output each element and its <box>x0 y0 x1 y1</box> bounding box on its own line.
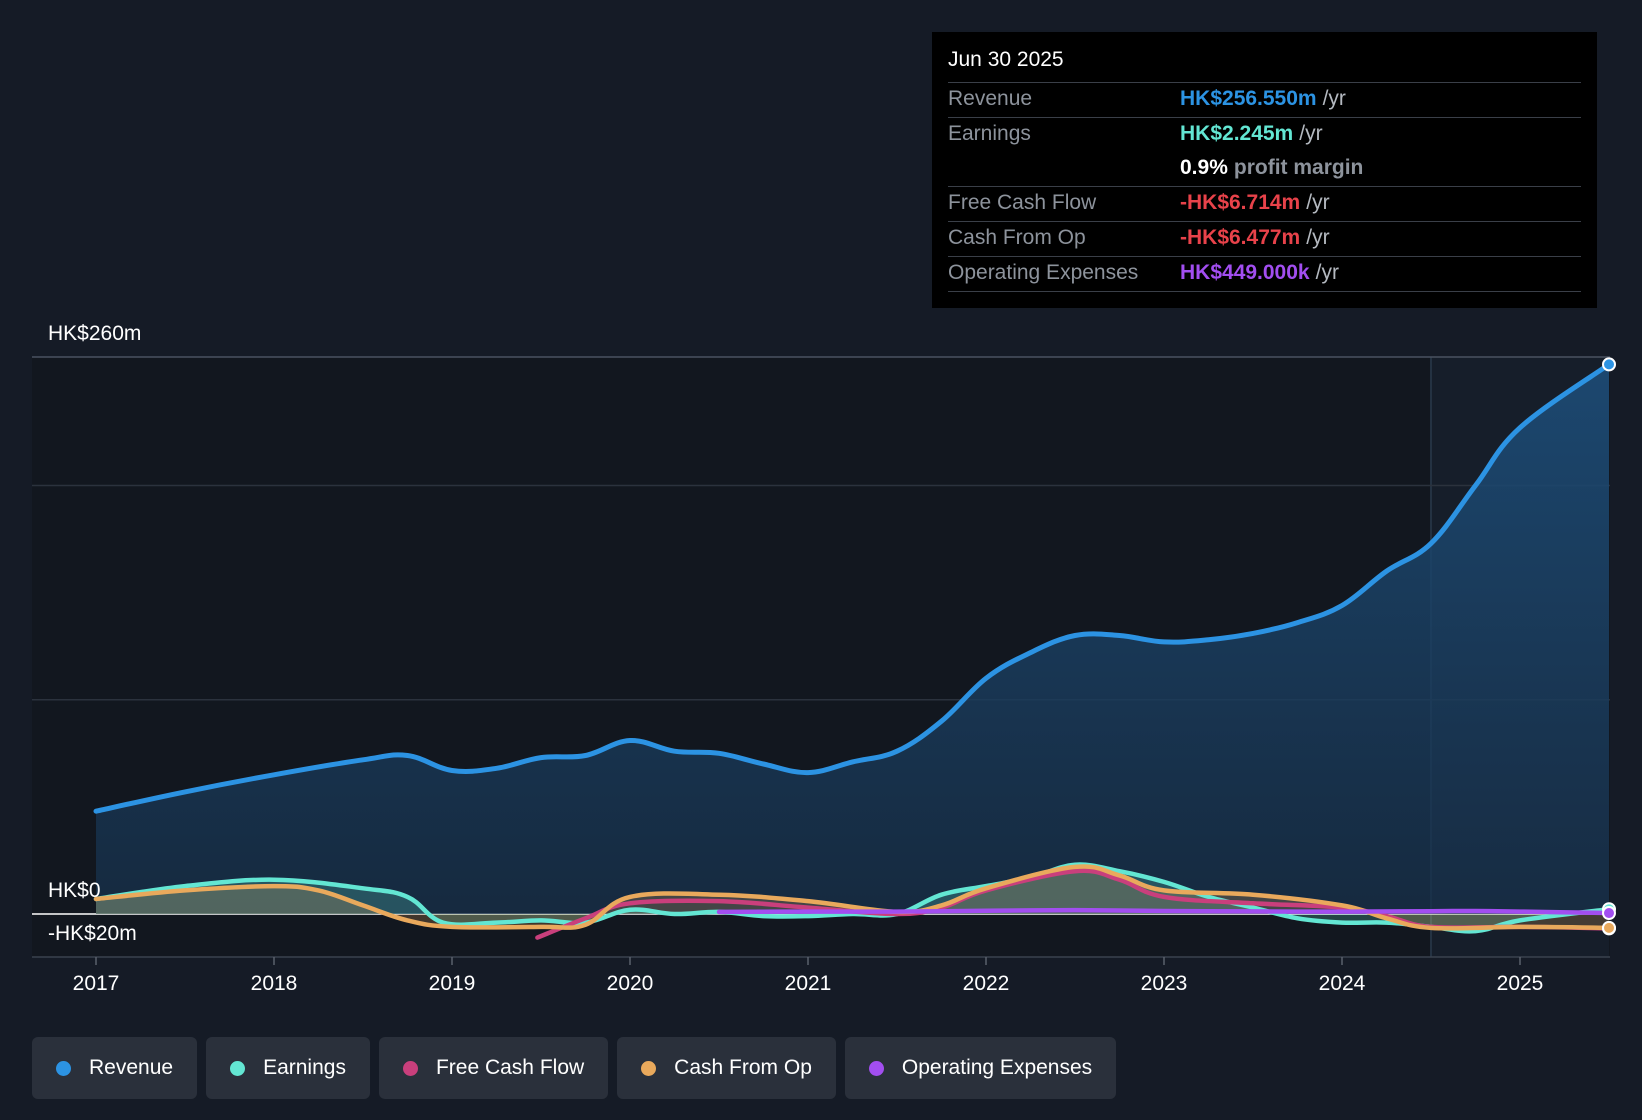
series-endpoints <box>1602 357 1616 936</box>
legend: Revenue Earnings Free Cash Flow Cash Fro… <box>32 1037 1125 1099</box>
tooltip-value: HK$449.000k <box>1180 261 1310 284</box>
tooltip-label: Revenue <box>948 87 1033 110</box>
x-axis-ticks: 2017 2018 2019 2020 2021 2022 2023 2024 2025 <box>73 957 1544 995</box>
endpoint-revenue <box>1602 357 1616 372</box>
tooltip-row-profit-margin: 0.9% profit margin <box>948 152 1581 187</box>
legend-dot-icon <box>868 1060 884 1076</box>
tooltip-row-earnings: Earnings HK$2.245m /yr <box>948 118 1581 152</box>
legend-label: Earnings <box>263 1056 346 1079</box>
legend-label: Revenue <box>89 1056 174 1079</box>
tooltip-unit: /yr <box>1322 87 1346 110</box>
legend-label: Operating Expenses <box>901 1056 1093 1079</box>
line-revenue <box>93 361 1612 814</box>
area-revenue <box>96 364 1609 914</box>
tooltip-row-cash-from-op: Cash From Op -HK$6.477m /yr <box>948 222 1581 257</box>
legend-item-earnings[interactable]: Earnings <box>206 1037 370 1099</box>
tooltip: Jun 30 2025 Revenue HK$256.550m /yr Earn… <box>932 32 1597 308</box>
x-tick-label: 2017 <box>73 972 120 995</box>
line-cash-from-op <box>93 864 1612 931</box>
legend-item-revenue[interactable]: Revenue <box>32 1037 198 1099</box>
x-tick-label: 2020 <box>607 972 654 995</box>
y-label-top: HK$260m <box>48 322 141 345</box>
x-tick-label: 2024 <box>1319 972 1366 995</box>
y-label-zero: HK$0 <box>48 879 101 902</box>
x-tick-label: 2021 <box>785 972 832 995</box>
x-tick-label: 2019 <box>429 972 476 995</box>
tooltip-value: -HK$6.714m <box>1180 191 1301 214</box>
x-tick-label: 2022 <box>963 972 1010 995</box>
endpoint-cash-from-op <box>1602 920 1616 935</box>
tooltip-unit: /yr <box>1299 122 1323 145</box>
tooltip-label: Earnings <box>948 122 1031 145</box>
endpoint-operating-expenses <box>1602 906 1616 921</box>
tooltip-label: Operating Expenses <box>948 261 1139 284</box>
tooltip-unit: /yr <box>1306 226 1330 249</box>
tooltip-date: Jun 30 2025 <box>948 46 1581 83</box>
tooltip-value: -HK$6.477m <box>1180 226 1301 249</box>
tooltip-unit: /yr <box>1315 261 1339 284</box>
tooltip-unit: /yr <box>1306 191 1330 214</box>
tooltip-row-revenue: Revenue HK$256.550m /yr <box>948 83 1581 118</box>
x-tick-label: 2018 <box>251 972 298 995</box>
line-operating-expenses <box>716 907 1612 916</box>
legend-label: Free Cash Flow <box>435 1056 585 1079</box>
legend-item-cash-from-op[interactable]: Cash From Op <box>617 1037 836 1099</box>
tooltip-row-operating-expenses: Operating Expenses HK$449.000k /yr <box>948 257 1581 292</box>
legend-label: Cash From Op <box>674 1056 812 1079</box>
x-tick-label: 2025 <box>1497 972 1544 995</box>
area-earnings <box>96 864 1609 932</box>
tooltip-value: HK$256.550m <box>1180 87 1317 110</box>
series-lines <box>93 361 1612 940</box>
tooltip-value: 0.9% <box>1180 156 1228 179</box>
legend-item-free-cash-flow[interactable]: Free Cash Flow <box>378 1037 609 1099</box>
x-tick-label: 2023 <box>1141 972 1188 995</box>
tooltip-value: HK$2.245m <box>1180 122 1294 145</box>
tooltip-unit: profit margin <box>1233 156 1364 179</box>
legend-item-operating-expenses[interactable]: Operating Expenses <box>844 1037 1117 1099</box>
tooltip-label <box>948 152 1180 186</box>
legend-dot-icon <box>230 1060 246 1076</box>
y-label-bottom: -HK$20m <box>48 922 137 945</box>
legend-dot-icon <box>641 1060 657 1076</box>
tooltip-label: Cash From Op <box>948 226 1086 249</box>
legend-dot-icon <box>402 1060 418 1076</box>
tooltip-label: Free Cash Flow <box>948 191 1097 214</box>
legend-dot-icon <box>56 1060 71 1076</box>
tooltip-row-free-cash-flow: Free Cash Flow -HK$6.714m /yr <box>948 187 1581 222</box>
